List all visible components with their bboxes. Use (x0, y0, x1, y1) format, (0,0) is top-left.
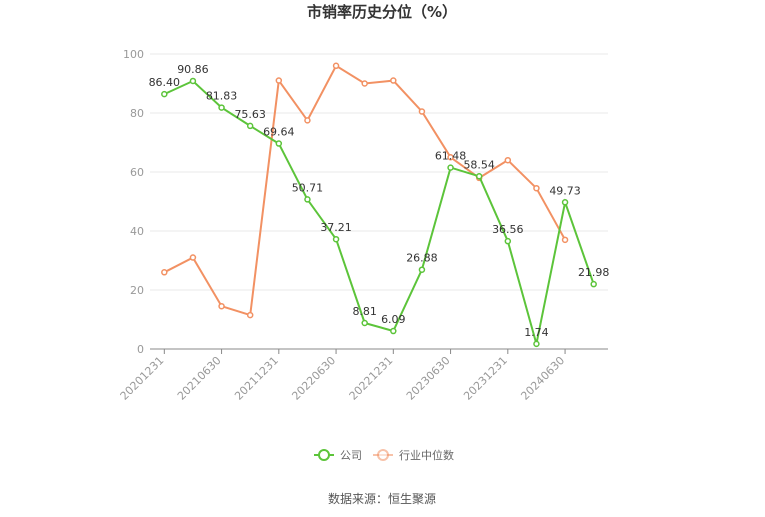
data-point-company (504, 237, 512, 245)
series-line-industry-median (163, 64, 566, 317)
x-tick-label: 20231231 (461, 354, 510, 403)
data-point-company (246, 122, 254, 130)
data-point-company (447, 164, 454, 171)
data-point-industry-median (504, 156, 512, 164)
data-point-industry-median (561, 236, 569, 244)
data-label: 81.83 (206, 90, 238, 103)
data-point-industry-median (533, 184, 540, 192)
data-point-company (161, 90, 168, 98)
data-point-industry-median (361, 80, 368, 87)
legend-marker (377, 449, 389, 461)
data-point-company (275, 140, 283, 147)
data-label: 90.86 (177, 63, 209, 76)
data-point-company (189, 77, 197, 85)
legend: 公司 行业中位数 (314, 448, 454, 462)
data-label: 1.74 (524, 326, 549, 339)
y-tick-label: 100 (123, 48, 144, 61)
data-point-industry-median (332, 62, 340, 70)
data-label: 36.56 (492, 223, 524, 236)
data-point-industry-median (390, 77, 397, 84)
data-label: 75.63 (234, 108, 266, 121)
legend-label: 行业中位数 (399, 448, 454, 462)
data-label: 86.40 (149, 76, 181, 89)
x-tick-label: 20210630 (175, 354, 224, 403)
x-tick-label: 20240630 (518, 354, 567, 403)
x-tick-label: 20211231 (232, 354, 281, 403)
data-point-industry-median (189, 254, 197, 261)
chart-title: 市销率历史分位（%） (307, 3, 457, 21)
data-label: 69.64 (263, 126, 295, 139)
x-tick-label: 20201231 (118, 354, 167, 403)
data-point-company (475, 173, 483, 180)
x-tick-label: 20220630 (289, 354, 338, 403)
data-label: 21.98 (578, 266, 610, 279)
data-point-company (390, 327, 397, 335)
data-label: 61.48 (435, 150, 467, 163)
y-tick-label: 0 (137, 343, 144, 356)
data-point-industry-median (246, 311, 254, 319)
source-note: 数据来源：恒生聚源 (328, 491, 436, 506)
data-point-company (332, 235, 340, 243)
data-point-company (218, 104, 225, 111)
grid-layer (150, 53, 608, 291)
legend-item-company: 公司 (314, 449, 362, 462)
y-tick-label: 80 (130, 107, 144, 120)
data-label: 50.71 (292, 181, 324, 194)
x-tick-label: 20221231 (347, 354, 396, 403)
y-tick-label: 60 (130, 166, 144, 179)
data-label: 37.21 (320, 221, 352, 234)
data-label: 26.88 (406, 252, 438, 265)
legend-item-industry-median: 行业中位数 (373, 448, 454, 462)
data-point-industry-median (218, 302, 225, 310)
data-label: 58.54 (463, 158, 495, 171)
y-tick-label: 40 (130, 225, 144, 238)
data-point-industry-median (304, 117, 311, 124)
data-point-industry-median (418, 108, 426, 115)
data-point-company (418, 266, 426, 273)
series-layer (161, 62, 597, 348)
data-point-company (533, 340, 540, 348)
data-label: 6.09 (381, 313, 406, 326)
data-point-company (304, 196, 311, 203)
data-point-company (590, 280, 597, 288)
legend-marker (318, 449, 330, 461)
y-tick-label: 20 (130, 284, 144, 297)
data-point-company (561, 199, 569, 206)
data-point-company (361, 319, 368, 327)
data-label: 8.81 (352, 305, 377, 318)
series-line-company (163, 79, 595, 345)
x-tick-label: 20230630 (404, 354, 453, 403)
data-label: 49.73 (549, 184, 581, 197)
legend-label: 公司 (340, 449, 362, 462)
data-point-industry-median (161, 269, 168, 276)
data-point-industry-median (447, 154, 454, 161)
data-point-industry-median (275, 77, 283, 84)
